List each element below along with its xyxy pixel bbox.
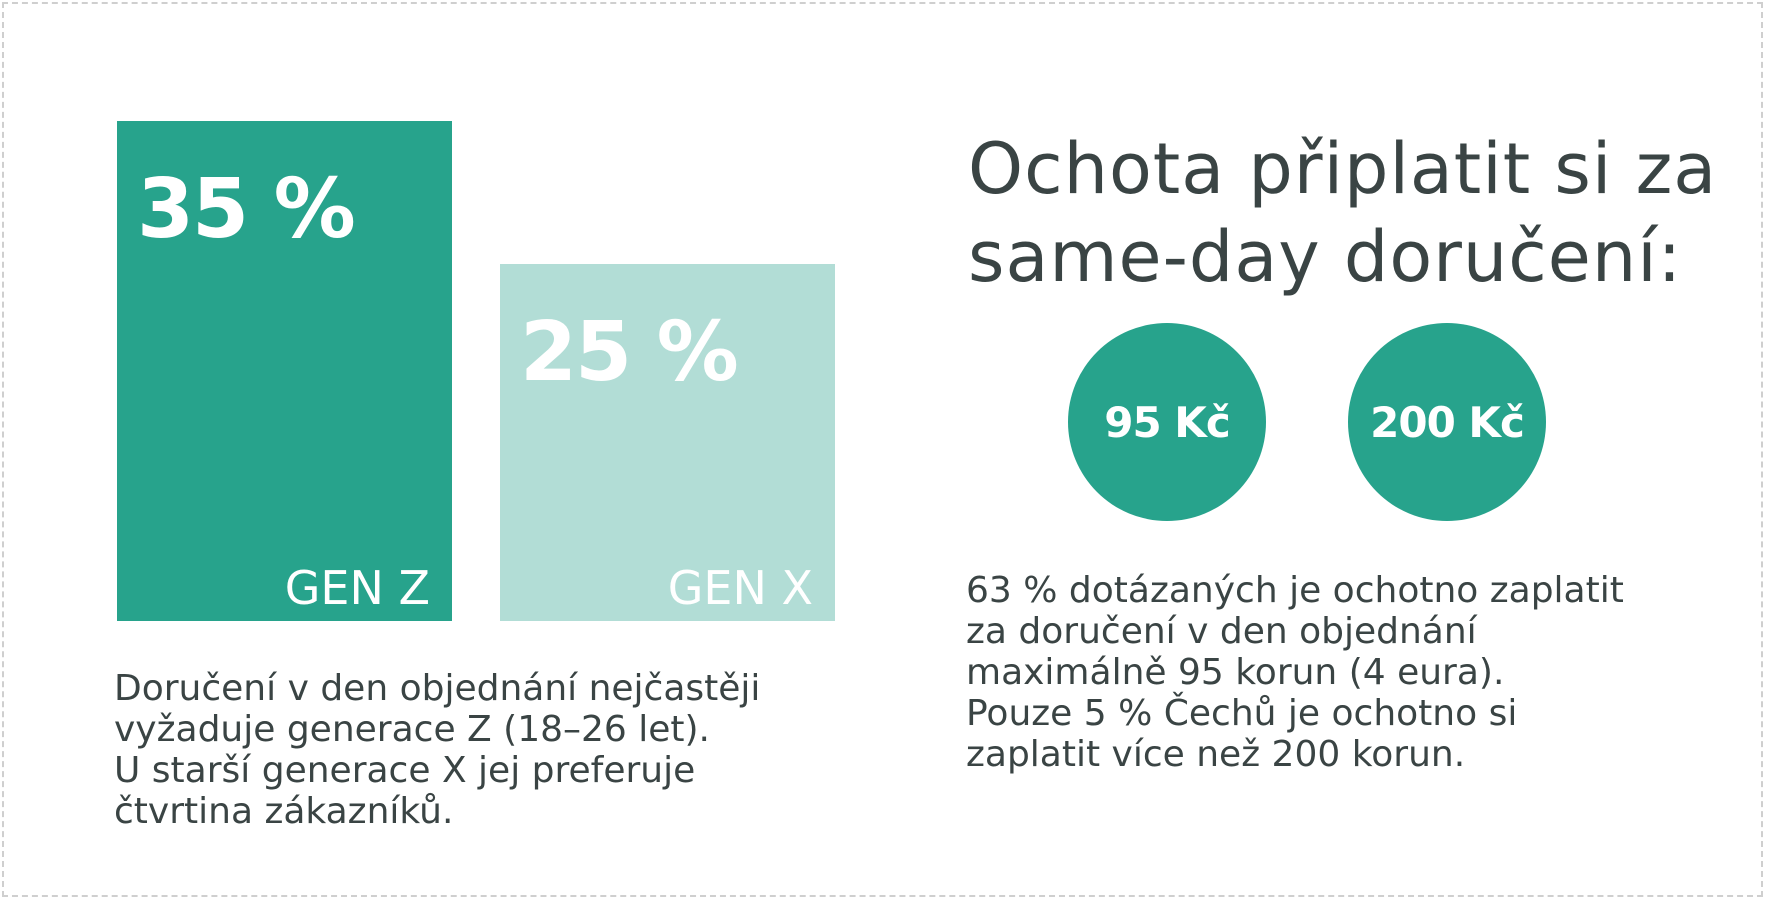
caption-line-3: U starší generace X jej preferuje xyxy=(114,750,696,791)
caption-line-4: čtvrtina zákazníků. xyxy=(114,791,454,832)
description-line-3: maximálně 95 korun (4 eura). xyxy=(966,652,1505,693)
bar-gen-x: 25 % GEN X xyxy=(500,264,835,621)
bar-value-label: 25 % xyxy=(520,305,739,400)
description-line-5: zaplatit více než 200 korun. xyxy=(966,734,1466,775)
description-line-4: Pouze 5 % Čechů je ochotno si xyxy=(966,693,1518,734)
description-line-1: 63 % dotázaných je ochotno zaplatit xyxy=(966,570,1624,611)
description: 63 % dotázaných je ochotno zaplatit za d… xyxy=(966,570,1624,775)
title-line-2: same-day doručení: xyxy=(968,216,1683,298)
bar-value-label: 35 % xyxy=(137,162,356,257)
bar-category-label: GEN X xyxy=(667,561,813,615)
bar-gen-z: 35 % GEN Z xyxy=(117,121,452,621)
description-line-2: za doručení v den objednání xyxy=(966,611,1477,652)
title-line-1: Ochota připlatit si za xyxy=(968,128,1718,210)
caption-line-1: Doručení v den objednání nejčastěji xyxy=(114,668,761,709)
page-title: Ochota připlatit si za same-day doručení… xyxy=(968,125,1717,301)
chart-caption: Doručení v den objednání nejčastěji vyža… xyxy=(114,668,760,832)
bar-category-label: GEN Z xyxy=(284,561,430,615)
price-circle-200: 200 Kč xyxy=(1348,323,1546,521)
price-circle-95: 95 Kč xyxy=(1068,323,1266,521)
caption-line-2: vyžaduje generace Z (18–26 let). xyxy=(114,709,711,750)
